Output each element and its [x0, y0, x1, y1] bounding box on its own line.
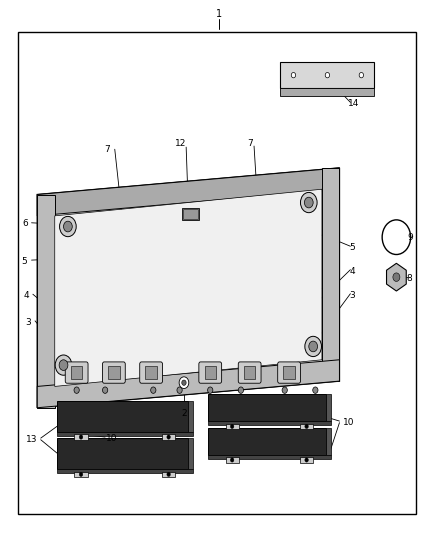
Text: 7: 7 — [247, 140, 253, 148]
Polygon shape — [386, 263, 406, 291]
Bar — [57, 469, 193, 473]
Text: 2: 2 — [181, 409, 187, 417]
Ellipse shape — [79, 472, 83, 477]
Bar — [183, 209, 198, 219]
Text: 8: 8 — [406, 274, 413, 282]
FancyBboxPatch shape — [278, 362, 300, 383]
Bar — [326, 394, 331, 421]
Bar — [145, 366, 157, 379]
Text: 4: 4 — [24, 292, 29, 300]
Bar — [57, 401, 188, 432]
Bar — [226, 424, 239, 429]
Ellipse shape — [304, 197, 313, 208]
Text: 4: 4 — [350, 268, 355, 276]
Ellipse shape — [167, 435, 170, 439]
Ellipse shape — [393, 273, 400, 281]
Polygon shape — [280, 62, 374, 88]
Bar — [226, 457, 239, 463]
Bar — [208, 428, 326, 455]
Text: 3: 3 — [25, 318, 32, 327]
Bar — [182, 208, 199, 220]
Ellipse shape — [305, 336, 321, 357]
Ellipse shape — [230, 458, 234, 462]
Text: 7: 7 — [104, 145, 110, 154]
Ellipse shape — [291, 72, 296, 78]
Bar — [74, 472, 88, 477]
Ellipse shape — [167, 472, 170, 477]
Ellipse shape — [179, 377, 189, 389]
Polygon shape — [280, 88, 374, 96]
Polygon shape — [37, 168, 339, 408]
Text: 10: 10 — [343, 418, 354, 427]
Ellipse shape — [79, 435, 83, 439]
Polygon shape — [37, 360, 339, 408]
Ellipse shape — [382, 220, 411, 255]
Text: 10: 10 — [106, 434, 117, 442]
Bar — [208, 421, 331, 425]
Bar — [188, 438, 193, 469]
Bar — [108, 366, 120, 379]
Text: 14: 14 — [348, 100, 360, 108]
Ellipse shape — [208, 387, 213, 393]
Ellipse shape — [64, 221, 72, 232]
Ellipse shape — [177, 387, 182, 393]
Ellipse shape — [230, 424, 234, 429]
Bar — [300, 457, 313, 463]
Ellipse shape — [305, 458, 308, 462]
Ellipse shape — [282, 387, 287, 393]
Bar — [162, 472, 175, 477]
Ellipse shape — [59, 360, 68, 370]
Bar — [205, 366, 216, 379]
Bar — [74, 434, 88, 440]
Ellipse shape — [182, 380, 186, 385]
Ellipse shape — [102, 387, 108, 393]
Text: 9: 9 — [407, 233, 413, 241]
Ellipse shape — [238, 387, 244, 393]
Ellipse shape — [305, 424, 308, 429]
FancyBboxPatch shape — [199, 362, 222, 383]
Bar — [162, 434, 175, 440]
Ellipse shape — [55, 355, 72, 375]
Ellipse shape — [60, 216, 76, 237]
Text: 5: 5 — [21, 257, 27, 265]
Bar — [57, 432, 193, 436]
Text: 3: 3 — [350, 292, 356, 300]
Ellipse shape — [309, 341, 318, 352]
FancyBboxPatch shape — [140, 362, 162, 383]
Polygon shape — [55, 189, 322, 386]
FancyBboxPatch shape — [102, 362, 125, 383]
Polygon shape — [322, 168, 339, 381]
Text: 5: 5 — [350, 244, 356, 252]
Text: 12: 12 — [175, 140, 187, 148]
Ellipse shape — [151, 387, 156, 393]
Ellipse shape — [325, 72, 330, 78]
Bar — [71, 366, 82, 379]
Bar — [283, 366, 295, 379]
Bar — [57, 438, 188, 469]
Ellipse shape — [300, 192, 317, 213]
Text: 13: 13 — [26, 435, 37, 444]
Ellipse shape — [313, 387, 318, 393]
Bar — [208, 394, 326, 421]
Bar — [300, 424, 313, 429]
Bar — [208, 455, 331, 459]
Bar — [244, 366, 255, 379]
FancyBboxPatch shape — [65, 362, 88, 383]
Ellipse shape — [74, 387, 79, 393]
Text: 6: 6 — [22, 220, 28, 228]
Bar — [188, 401, 193, 432]
Polygon shape — [37, 195, 55, 408]
Text: 1: 1 — [216, 10, 222, 19]
FancyBboxPatch shape — [238, 362, 261, 383]
Polygon shape — [37, 168, 339, 216]
Ellipse shape — [359, 72, 364, 78]
Bar — [326, 428, 331, 455]
